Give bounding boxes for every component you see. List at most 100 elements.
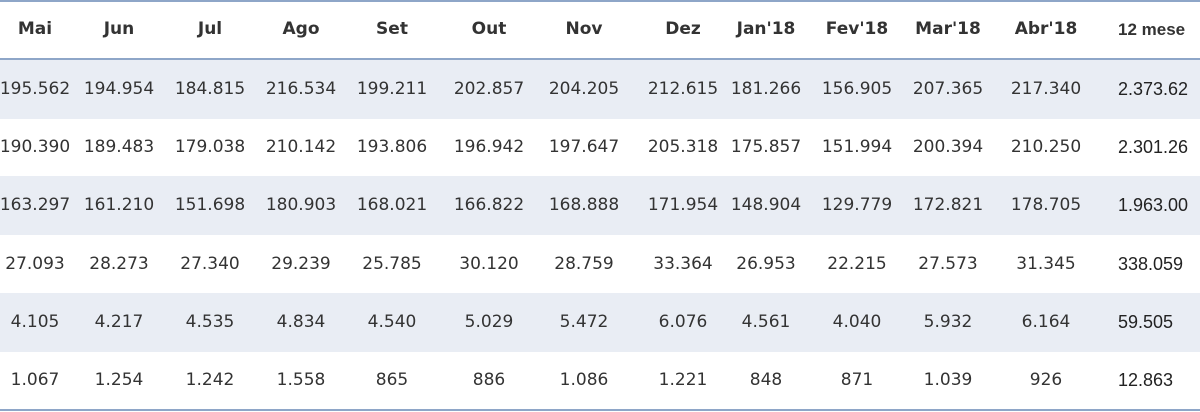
table-cell: 1.558 xyxy=(276,370,326,390)
table-cell: 1.242 xyxy=(185,370,235,390)
table-cell: 25.785 xyxy=(362,253,422,274)
table-cell: 28.759 xyxy=(554,253,614,274)
header-cell: Jul xyxy=(197,19,223,39)
table-cell: 189.483 xyxy=(83,137,155,158)
table-row: 27.093 28.273 27.340 29.239 25.785 30.120 28.7… xyxy=(0,235,1200,294)
table-cell: 4.561 xyxy=(741,311,791,332)
table-cell: 4.834 xyxy=(276,311,326,332)
table-row: 4.105 4.217 4.535 4.834 4.540 5.029 5.472 6.076… xyxy=(0,292,1200,352)
header-cell: 12 mese xyxy=(1118,20,1186,39)
header-cell: Ago xyxy=(282,19,320,39)
table-row: 190.390 189.483 179.038 210.142 193.806 196.9… xyxy=(0,118,1200,177)
table-cell: 171.954 xyxy=(647,195,719,216)
table-cell: 168.888 xyxy=(548,195,620,216)
table-cell: 29.239 xyxy=(271,253,331,274)
header-cell: Out xyxy=(471,19,507,39)
header-rule xyxy=(0,58,1200,60)
bottom-rule xyxy=(0,409,1200,411)
table-cell: 199.211 xyxy=(356,79,428,99)
table-cell: 217.340 xyxy=(1010,79,1082,99)
table-cell: 4.535 xyxy=(185,311,235,332)
table-cell: 871 xyxy=(840,370,874,390)
table-cell: 5.029 xyxy=(464,311,514,332)
table-cell: 2.301.26 xyxy=(1118,137,1189,158)
table-cell: 31.345 xyxy=(1016,253,1076,274)
table-cell: 27.573 xyxy=(918,253,978,274)
table-cell: 27.093 xyxy=(5,253,65,274)
table-cell: 886 xyxy=(472,370,506,390)
header-cell: Fev'18 xyxy=(825,19,889,39)
table-cell: 161.210 xyxy=(83,195,155,216)
table-cell: 200.394 xyxy=(912,137,984,158)
table-cell: 27.340 xyxy=(180,253,240,274)
table-cell: 1.221 xyxy=(658,370,708,390)
table-cell: 4.040 xyxy=(832,311,882,332)
table-cell: 197.647 xyxy=(548,137,620,158)
table-row: 1.067 1.254 1.242 1.558 865 886 1.086 1.221 848 8… xyxy=(0,351,1200,410)
table-cell: 1.067 xyxy=(10,370,60,390)
table-cell: 4.105 xyxy=(10,311,60,332)
table-cell: 195.562 xyxy=(0,79,71,99)
table-cell: 1.086 xyxy=(559,370,609,390)
table-cell: 166.822 xyxy=(453,195,525,216)
header-cell: Mar'18 xyxy=(915,19,981,39)
table-cell: 180.903 xyxy=(265,195,337,216)
header-cell: Mai xyxy=(17,19,53,39)
table-cell: 129.779 xyxy=(821,195,893,216)
table-cell: 181.266 xyxy=(730,79,802,99)
table-cell: 848 xyxy=(749,370,783,390)
table-cell: 4.540 xyxy=(367,311,417,332)
table-cell: 216.534 xyxy=(265,79,337,99)
table-cell: 6.076 xyxy=(658,311,708,332)
header-cell: Jan'18 xyxy=(736,19,796,39)
header-cell: Nov xyxy=(565,19,603,39)
table-cell: 33.364 xyxy=(653,253,713,274)
table-cell: 204.205 xyxy=(548,79,620,99)
table-cell: 172.821 xyxy=(912,195,984,216)
table-cell: 1.963.00 xyxy=(1118,195,1189,216)
top-rule xyxy=(0,0,1200,2)
header-cell: Jun xyxy=(103,19,135,39)
table-cell: 30.120 xyxy=(459,253,519,274)
table-cell: 6.164 xyxy=(1021,311,1071,332)
table-cell: 1.254 xyxy=(94,370,144,390)
table-cell: 202.857 xyxy=(453,79,525,99)
header-cell: Abr'18 xyxy=(1014,19,1078,39)
table-cell: 168.021 xyxy=(356,195,428,216)
table-row: 195.562 194.954 184.815 216.534 199.211 202.8… xyxy=(0,60,1200,119)
table-cell: 5.472 xyxy=(559,311,609,332)
table-cell: 184.815 xyxy=(174,79,246,99)
table-cell: 190.390 xyxy=(0,137,71,158)
table-cell: 2.373.62 xyxy=(1118,79,1189,99)
table-cell: 5.932 xyxy=(923,311,973,332)
table-cell: 210.142 xyxy=(265,137,337,158)
table-cell: 178.705 xyxy=(1010,195,1082,216)
table-cell: 212.615 xyxy=(647,79,719,99)
table-cell: 865 xyxy=(375,370,409,390)
table-cell: 193.806 xyxy=(356,137,428,158)
table-cell: 156.905 xyxy=(821,79,893,99)
table-cell: 338.059 xyxy=(1118,253,1184,274)
table-cell: 1.039 xyxy=(923,370,973,390)
table-cell: 151.698 xyxy=(174,195,246,216)
header-row: Mai Jun Jul Ago Set Out Nov Dez Jan'18 Fev'18 Mar'… xyxy=(0,0,1200,59)
table-cell: 194.954 xyxy=(83,79,155,99)
table-cell: 196.942 xyxy=(453,137,525,158)
table-row: 163.297 161.210 151.698 180.903 168.021 166.8… xyxy=(0,176,1200,236)
table-cell: 926 xyxy=(1029,370,1063,390)
table-cell: 207.365 xyxy=(912,79,984,99)
table-cell: 12.863 xyxy=(1118,370,1174,390)
table-cell: 205.318 xyxy=(647,137,719,158)
header-cell: Set xyxy=(376,19,408,39)
table-cell: 22.215 xyxy=(827,253,887,274)
table-cell: 28.273 xyxy=(89,253,149,274)
table-cell: 163.297 xyxy=(0,195,71,216)
table-cell: 4.217 xyxy=(94,311,144,332)
table-cell: 179.038 xyxy=(174,137,246,158)
table-cell: 148.904 xyxy=(730,195,802,216)
table-cell: 59.505 xyxy=(1118,311,1174,332)
table-cell: 175.857 xyxy=(730,137,802,158)
table-cell: 210.250 xyxy=(1010,137,1082,158)
header-cell: Dez xyxy=(665,19,701,39)
